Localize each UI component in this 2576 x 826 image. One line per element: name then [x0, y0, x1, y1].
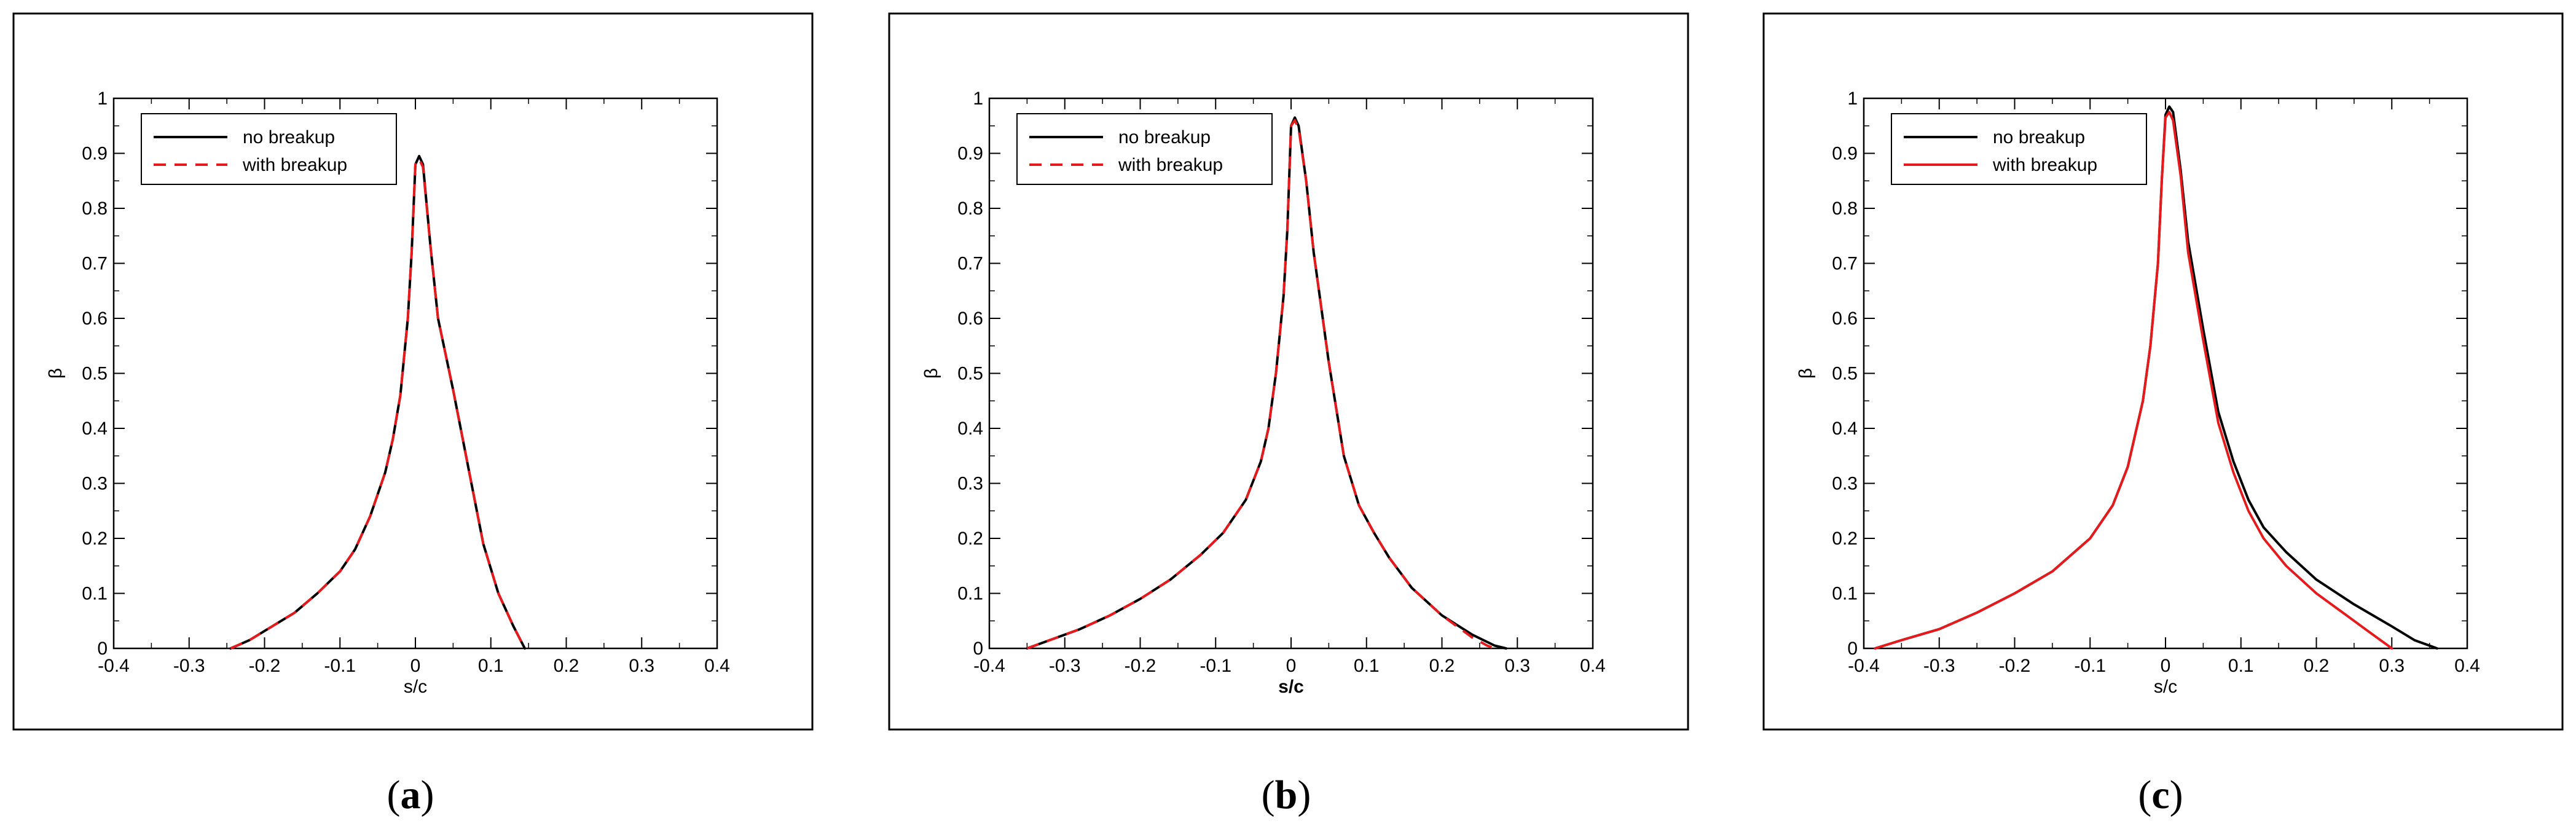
- legend-label: with breakup: [1118, 155, 1223, 175]
- y-tick-label: 0.1: [82, 584, 108, 604]
- y-tick-label: 0.1: [957, 584, 983, 604]
- panel-caption: (b): [1262, 773, 1311, 817]
- x-tick-label: -0.2: [1125, 656, 1156, 676]
- panel-c: -0.4 -0.3 -0.2 -0.1 0 0.1 0.2 0.3 0.4 0 0.1 0.2 0.3 0…: [1762, 12, 2564, 817]
- x-tick-label: -0.1: [2074, 656, 2106, 676]
- x-tick-label: -0.4: [973, 656, 1005, 676]
- y-tick-label: 0.1: [1832, 584, 1858, 604]
- x-tick-label: -0.3: [1923, 656, 1955, 676]
- panel-caption-letter: a: [401, 773, 421, 817]
- y-tick-label: 0.6: [1832, 309, 1858, 329]
- x-axis-label: s/c: [1278, 677, 1304, 697]
- y-tick-label: 0.5: [957, 364, 983, 384]
- legend-box: [1016, 113, 1273, 185]
- y-tick-label: 0.8: [82, 199, 108, 219]
- x-tick-label: 0.3: [2379, 656, 2405, 676]
- x-tick-label: 0: [1286, 656, 1297, 676]
- x-tick-label: 0.1: [478, 656, 504, 676]
- x-tick-label: -0.2: [1999, 656, 2031, 676]
- y-tick-label: 0: [97, 639, 108, 659]
- y-tick-label: 0: [1847, 639, 1858, 659]
- legend-label: with breakup: [242, 155, 347, 175]
- panel-caption-letter: b: [1275, 773, 1298, 817]
- y-tick-label: 0.9: [957, 144, 983, 164]
- legend-label: no breakup: [1993, 127, 2085, 148]
- x-tick-label: -0.1: [1200, 656, 1231, 676]
- y-tick-label: 0.3: [82, 474, 108, 494]
- panel-a: -0.4 -0.3 -0.2 -0.1 0 0.1 0.2 0.3 0.4 0 0.1 0.2 0.3 0…: [12, 12, 814, 817]
- series-line-no-breakup: [1874, 105, 2438, 650]
- y-tick-label: 1: [973, 88, 983, 109]
- series-line-with-breakup: [1874, 111, 2393, 650]
- x-axis-label: s/c: [2154, 677, 2177, 697]
- y-axis-label: β: [45, 368, 66, 379]
- series-line-with-breakup: [230, 157, 526, 650]
- y-tick-label: 0.9: [1832, 144, 1858, 164]
- y-tick-label: 1: [1847, 88, 1858, 109]
- series-line-no-breakup: [229, 155, 526, 650]
- legend-label: no breakup: [243, 127, 335, 148]
- x-tick-label: -0.2: [249, 656, 281, 676]
- y-tick-label: 0.8: [957, 199, 983, 219]
- y-tick-label: 0: [973, 639, 983, 659]
- series-line-with-breakup: [1026, 119, 1496, 650]
- y-tick-label: 0.8: [1832, 199, 1858, 219]
- x-tick-label: -0.1: [324, 656, 356, 676]
- x-tick-label: 0.4: [2454, 656, 2480, 676]
- panel-b: -0.4 -0.3 -0.2 -0.1 0 0.1 0.2 0.3 0.4 0 0.1 0.2 0.3 0…: [888, 12, 1689, 817]
- y-tick-label: 0.5: [1832, 364, 1858, 384]
- x-tick-label: 0.2: [554, 656, 579, 676]
- x-tick-label: 0.1: [1354, 656, 1380, 676]
- legend-label: no breakup: [1118, 127, 1211, 148]
- x-tick-label: 0.1: [2228, 656, 2254, 676]
- y-tick-label: 0.2: [1832, 529, 1858, 549]
- y-tick-label: 0.4: [82, 419, 108, 439]
- x-tick-label: 0.4: [704, 656, 730, 676]
- x-tick-label: 0: [2161, 656, 2171, 676]
- y-tick-label: 0.3: [957, 474, 983, 494]
- y-tick-label: 0.7: [1832, 254, 1858, 274]
- panel-frame: [1762, 12, 2564, 731]
- panel-frame: [12, 12, 814, 731]
- x-tick-label: 0.3: [629, 656, 654, 676]
- y-tick-label: 0.3: [1832, 474, 1858, 494]
- y-tick-label: 0.7: [82, 254, 108, 274]
- y-tick-label: 1: [97, 88, 108, 109]
- x-tick-label: 0.4: [1580, 656, 1606, 676]
- x-tick-label: 0.3: [1504, 656, 1530, 676]
- y-tick-label: 0.6: [957, 309, 983, 329]
- x-tick-label: 0.2: [1429, 656, 1455, 676]
- panel-caption-letter: c: [2151, 773, 2169, 817]
- y-axis-label: β: [1796, 368, 1816, 379]
- series-line-no-breakup: [1026, 116, 1507, 650]
- panel-frame: [888, 12, 1689, 731]
- x-tick-label: -0.3: [1049, 656, 1081, 676]
- y-tick-label: 0.9: [82, 144, 108, 164]
- y-tick-label: 0.7: [957, 254, 983, 274]
- x-tick-label: -0.4: [98, 656, 130, 676]
- x-tick-label: 0: [410, 656, 421, 676]
- x-tick-label: -0.4: [1848, 656, 1880, 676]
- y-tick-label: 0.4: [957, 419, 983, 439]
- x-tick-label: 0.2: [2304, 656, 2330, 676]
- legend-label: with breakup: [1992, 155, 2097, 175]
- panel-caption: (a): [387, 773, 434, 817]
- legend-box: [141, 113, 397, 185]
- panel-caption: (c): [2138, 773, 2183, 817]
- y-tick-label: 0.2: [957, 529, 983, 549]
- y-tick-label: 0.5: [82, 364, 108, 384]
- y-axis-label: β: [921, 368, 941, 379]
- x-tick-label: -0.3: [173, 656, 205, 676]
- y-tick-label: 0.4: [1832, 419, 1858, 439]
- y-tick-label: 0.6: [82, 309, 108, 329]
- y-tick-label: 0.2: [82, 529, 108, 549]
- legend-box: [1891, 113, 2147, 185]
- x-axis-label: s/c: [404, 677, 427, 697]
